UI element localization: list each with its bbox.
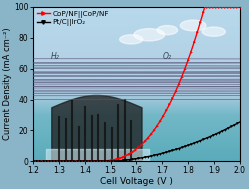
Text: H₂: H₂ <box>51 52 60 61</box>
Y-axis label: Current Density (mA cm⁻²): Current Density (mA cm⁻²) <box>3 28 12 140</box>
Ellipse shape <box>120 35 143 44</box>
Legend: CoP/NF||CoP/NF, Pt/C||IrO₂: CoP/NF||CoP/NF, Pt/C||IrO₂ <box>35 9 111 28</box>
X-axis label: Cell Voltage (V ): Cell Voltage (V ) <box>100 177 173 186</box>
Ellipse shape <box>134 29 165 41</box>
Ellipse shape <box>180 20 206 31</box>
Text: O₂: O₂ <box>163 52 172 61</box>
Ellipse shape <box>157 26 178 35</box>
Ellipse shape <box>202 27 225 36</box>
